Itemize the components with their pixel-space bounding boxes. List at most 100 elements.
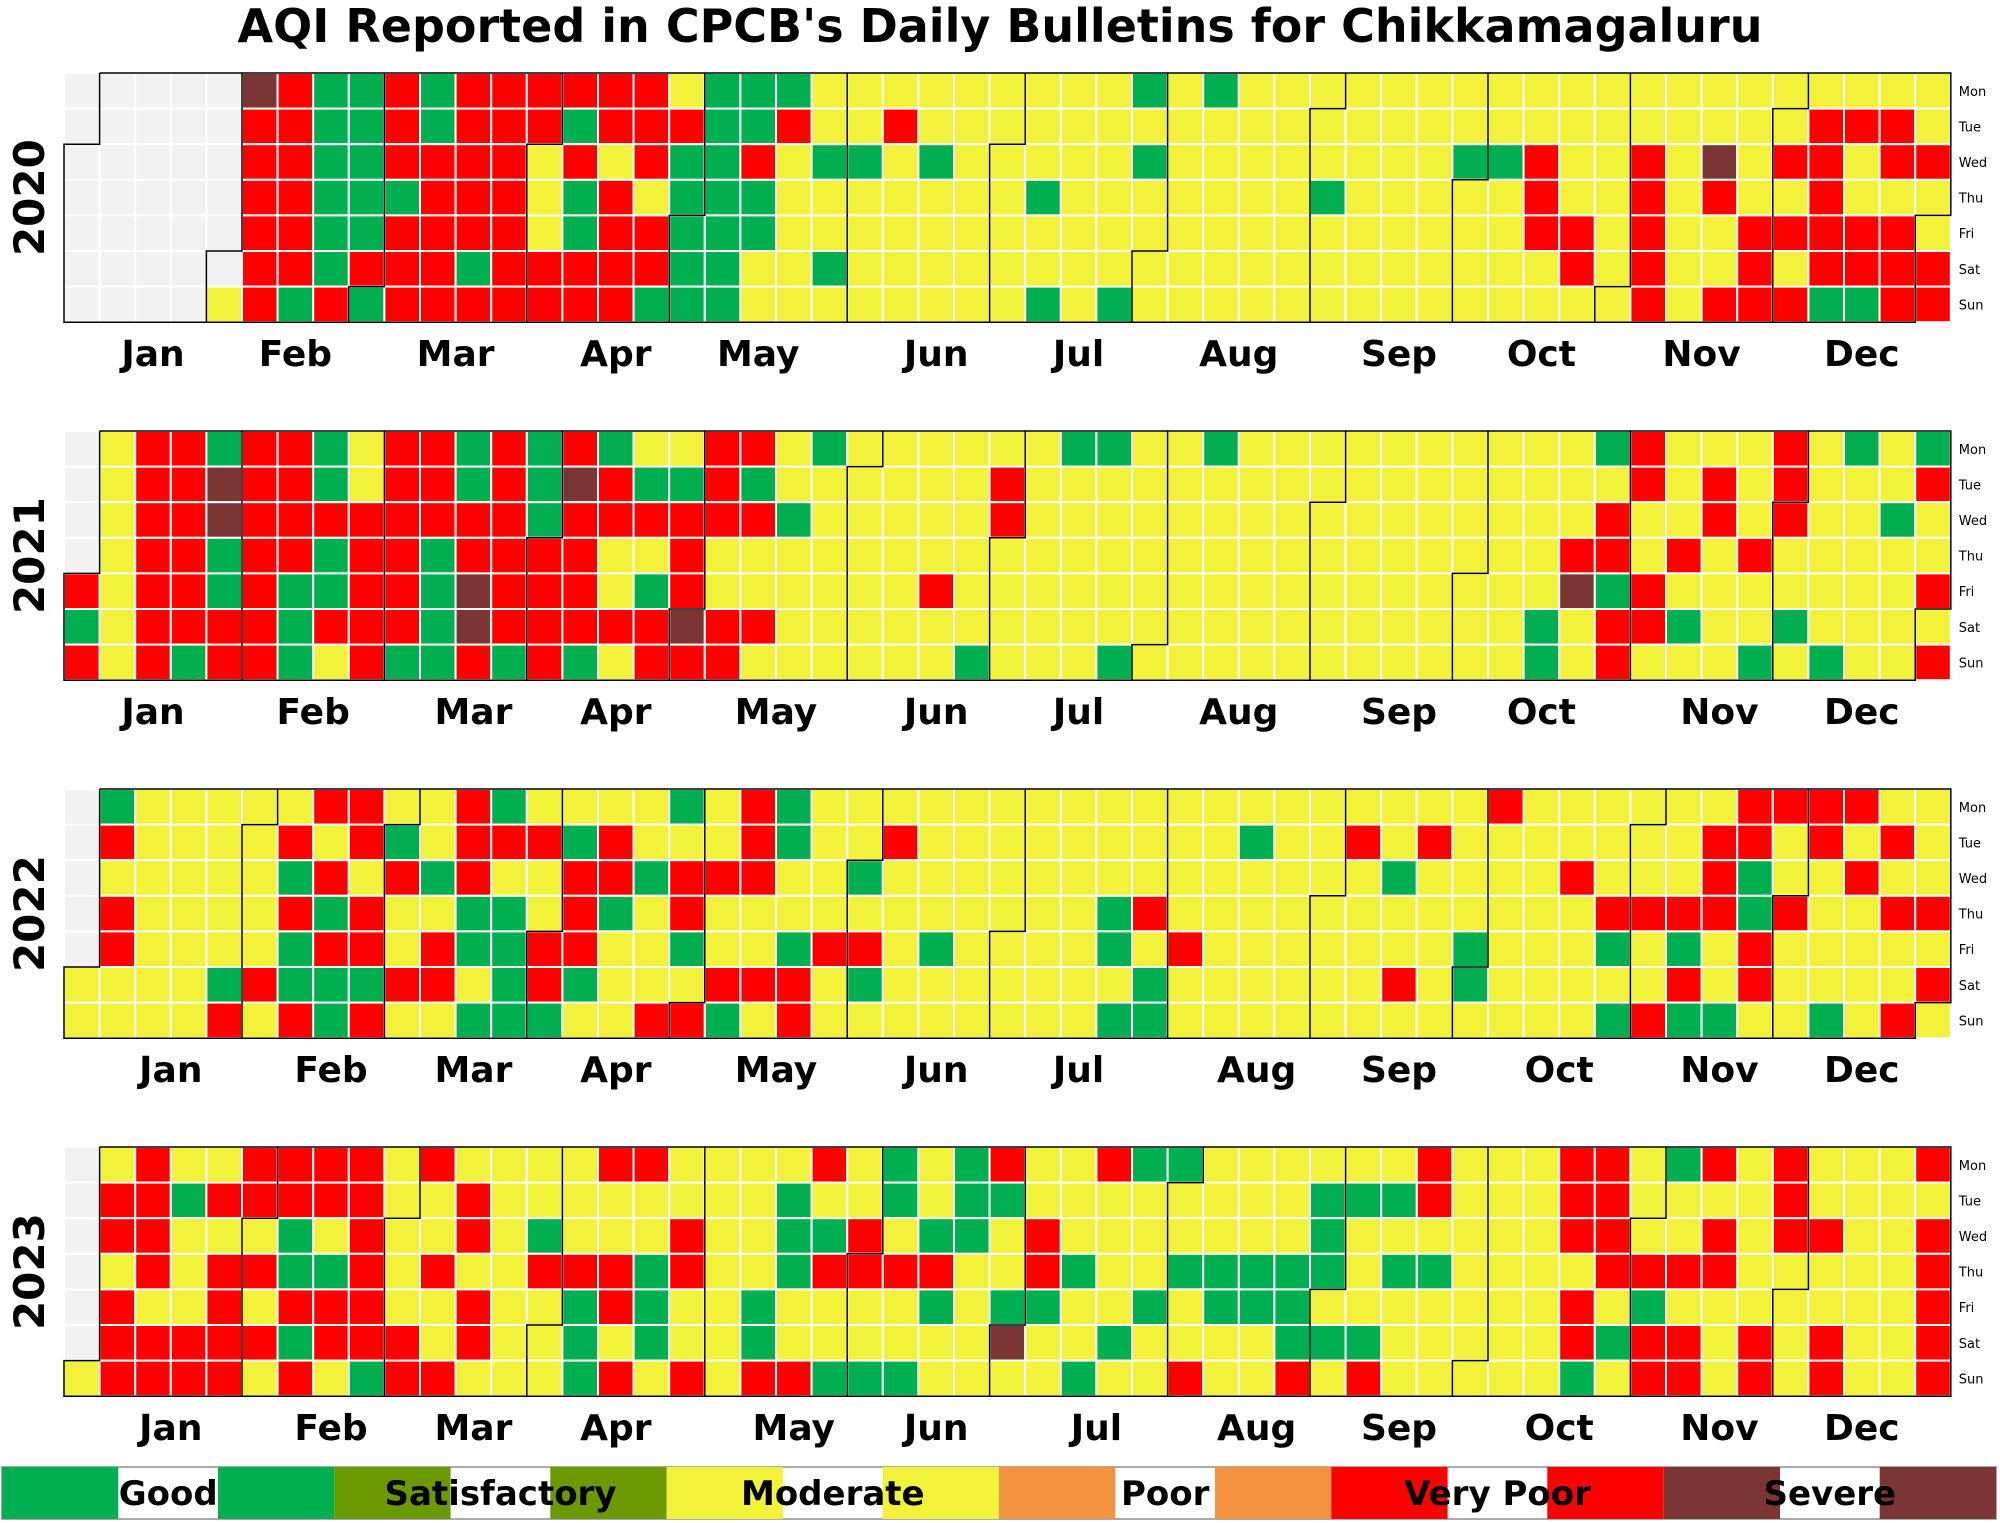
- day-cell: [454, 930, 493, 969]
- day-cell: [988, 930, 1027, 969]
- day-cell: [383, 966, 421, 1004]
- day-cell: [1237, 1288, 1276, 1327]
- day-cell: [1807, 178, 1846, 217]
- day-cell: [419, 788, 457, 826]
- day-cell: [1166, 1181, 1205, 1220]
- day-cell: [1415, 930, 1454, 969]
- day-cell: [881, 143, 920, 181]
- day-cell: [1059, 430, 1098, 468]
- day-cell: [1522, 250, 1561, 288]
- month-boundary: [1131, 431, 1169, 681]
- day-cell: [1309, 107, 1347, 146]
- day-cell: [1237, 465, 1276, 504]
- day-cell: [1344, 1146, 1383, 1184]
- day-cell: [276, 1252, 315, 1291]
- day-cell: [1415, 214, 1454, 252]
- day-cell: [1415, 1217, 1454, 1255]
- day-cell: [1593, 788, 1632, 826]
- day-cell: [525, 107, 564, 146]
- day-cell: [1807, 859, 1846, 897]
- day-cell: [846, 250, 884, 288]
- day-cell: [1059, 1252, 1098, 1291]
- day-cell: [383, 894, 421, 933]
- day-cell: [1309, 72, 1347, 110]
- day-cell: [1736, 107, 1774, 146]
- day-cell: [134, 1324, 172, 1362]
- day-cell: [988, 178, 1027, 217]
- month-boundary: [241, 789, 279, 1039]
- day-cell: [1914, 1181, 1952, 1220]
- day-cell: [597, 501, 635, 539]
- day-cell: [668, 143, 706, 181]
- day-cell: [810, 894, 849, 933]
- day-cell: [1843, 285, 1881, 324]
- day-cell: [205, 823, 243, 862]
- day-cell: [703, 178, 742, 217]
- day-cell: [134, 430, 172, 468]
- day-cell: [1843, 859, 1881, 897]
- day-cell: [1024, 143, 1062, 181]
- day-cell: [1807, 788, 1846, 826]
- day-cell: [1771, 501, 1810, 539]
- day-cell: [1629, 430, 1668, 468]
- day-cell: [134, 72, 172, 110]
- weekday-label-sun: Sun: [1959, 1372, 1984, 1387]
- day-cell: [1095, 966, 1134, 1004]
- day-cell: [810, 1288, 849, 1327]
- day-cell: [98, 930, 137, 969]
- day-cell: [953, 1146, 991, 1184]
- day-cell: [1166, 572, 1205, 611]
- day-cell: [703, 465, 742, 504]
- day-cell: [1095, 823, 1134, 862]
- day-cell: [1237, 1359, 1276, 1398]
- day-cell: [1095, 72, 1134, 110]
- day-cell: [1700, 1181, 1739, 1220]
- day-cell: [1700, 1252, 1739, 1291]
- day-cell: [1771, 1288, 1810, 1327]
- month-label-oct: Oct: [1525, 1408, 1594, 1449]
- day-cell: [312, 788, 350, 826]
- legend-swatch: [334, 1467, 451, 1519]
- day-cell: [347, 107, 386, 146]
- day-cell: [1131, 966, 1169, 1004]
- day-cell: [1024, 1288, 1062, 1327]
- day-cell: [1380, 107, 1418, 146]
- day-cell: [312, 285, 350, 324]
- day-cell: [739, 465, 778, 504]
- day-cell: [775, 430, 813, 468]
- day-cell: [276, 930, 315, 969]
- day-cell: [1344, 572, 1383, 611]
- day-cell: [1771, 930, 1810, 969]
- day-cell: [1344, 1217, 1383, 1255]
- day-cell: [63, 1288, 101, 1327]
- day-cell: [1665, 501, 1703, 539]
- day-cell: [1807, 536, 1846, 575]
- day-cell: [383, 643, 421, 682]
- day-cell: [1487, 966, 1525, 1004]
- day-cell: [98, 501, 137, 539]
- day-cell: [988, 823, 1027, 862]
- day-cell: [1237, 930, 1276, 969]
- day-cell: [1273, 1288, 1312, 1327]
- day-cell: [1736, 214, 1774, 252]
- day-cell: [454, 1181, 493, 1220]
- day-cell: [917, 572, 956, 611]
- day-cell: [775, 214, 813, 252]
- day-cell: [703, 859, 742, 897]
- day-cell: [1202, 72, 1240, 110]
- day-cell: [1344, 788, 1383, 826]
- month-label-jan: Jan: [118, 692, 184, 733]
- day-cell: [917, 1324, 956, 1362]
- day-cell: [1736, 1001, 1774, 1040]
- day-cell: [1807, 465, 1846, 504]
- day-cell: [597, 1324, 635, 1362]
- day-cell: [1487, 285, 1525, 324]
- day-cell: [988, 536, 1027, 575]
- day-cell: [1166, 465, 1205, 504]
- day-cell: [1665, 143, 1703, 181]
- day-cell: [1771, 1217, 1810, 1255]
- day-cell: [383, 107, 421, 146]
- day-cell: [1665, 178, 1703, 217]
- day-cell: [988, 572, 1027, 611]
